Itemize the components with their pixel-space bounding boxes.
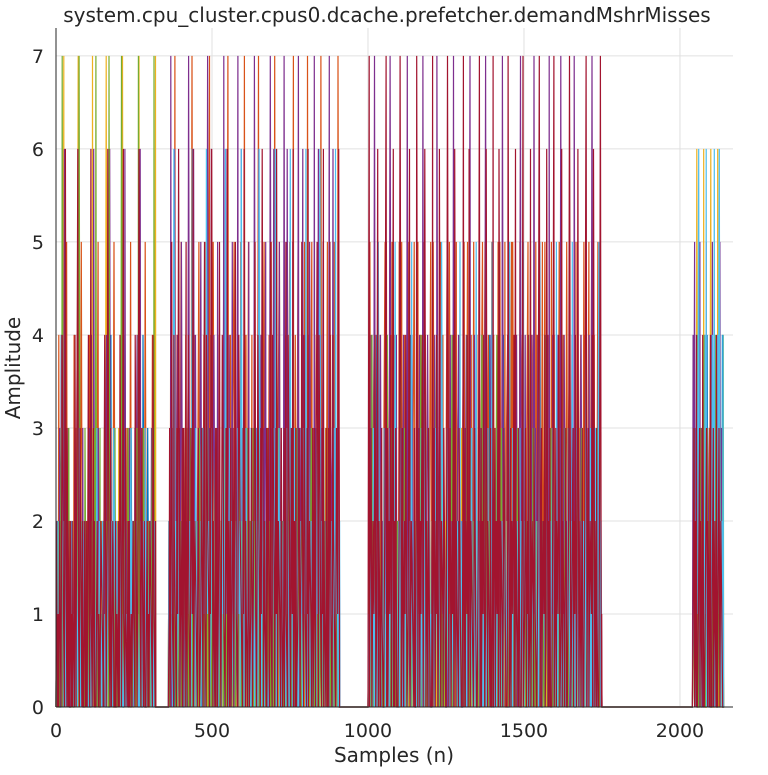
- y-tick-label: 4: [32, 325, 44, 347]
- plot-area: [55, 55, 725, 708]
- x-axis-label: Samples (n): [334, 743, 454, 767]
- axes: 0 1 2 3 4 5 6 7 0 500 1000 1500 2000: [32, 28, 733, 742]
- y-tick-label: 0: [32, 697, 44, 719]
- x-tick-label: 2000: [656, 720, 704, 742]
- x-tick-label: 0: [50, 720, 62, 742]
- chart-title: system.cpu_cluster.cpus0.dcache.prefetch…: [63, 3, 710, 27]
- y-tick-label: 2: [32, 511, 44, 533]
- y-tick-label: 7: [32, 46, 44, 68]
- x-tick-label: 500: [194, 720, 230, 742]
- y-axis-label: Amplitude: [1, 317, 25, 420]
- x-tick-label: 1500: [500, 720, 548, 742]
- y-tick-label: 1: [32, 604, 44, 626]
- x-tick-label: 1000: [344, 720, 392, 742]
- y-tick-label: 5: [32, 232, 44, 254]
- y-tick-label: 6: [32, 139, 44, 161]
- y-tick-label: 3: [32, 418, 44, 440]
